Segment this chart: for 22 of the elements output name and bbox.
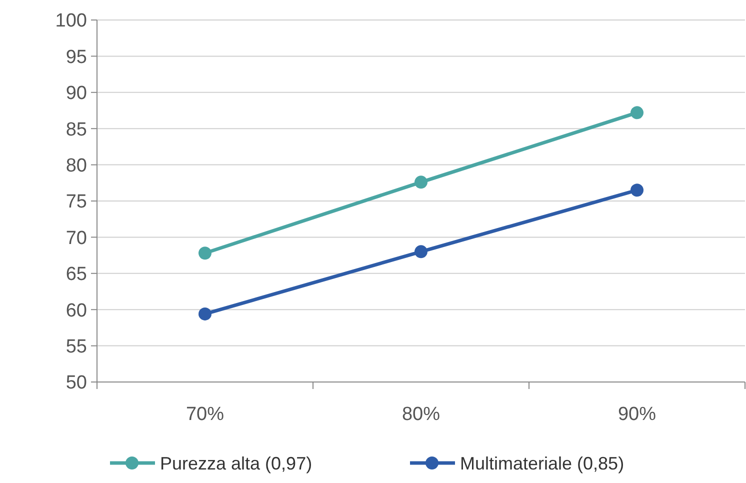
point <box>630 184 644 197</box>
legend-label: Multimateriale (0,85) <box>460 453 624 474</box>
legend-label: Purezza alta (0,97) <box>160 453 312 474</box>
y-tick-label: 55 <box>66 336 87 358</box>
point <box>198 307 212 320</box>
point <box>414 245 428 258</box>
x-tick-label: 80% <box>402 404 440 425</box>
x-tick-label: 90% <box>618 404 656 425</box>
y-tick-label: 80 <box>66 155 87 176</box>
y-tick-label: 75 <box>66 192 87 213</box>
point <box>414 176 428 189</box>
y-tick-label: 70 <box>66 228 87 249</box>
y-tick-label: 95 <box>66 46 87 68</box>
y-tick-label: 65 <box>66 264 87 286</box>
y-tick-label: 85 <box>66 119 87 140</box>
y-tick-label: 60 <box>66 300 87 322</box>
y-tick-label: 90 <box>66 83 87 104</box>
y-tick-label: 100 <box>55 10 87 32</box>
x-tick-label: 70% <box>186 404 224 425</box>
point <box>630 106 644 120</box>
point <box>198 246 212 260</box>
y-tick-label: 50 <box>66 372 87 394</box>
